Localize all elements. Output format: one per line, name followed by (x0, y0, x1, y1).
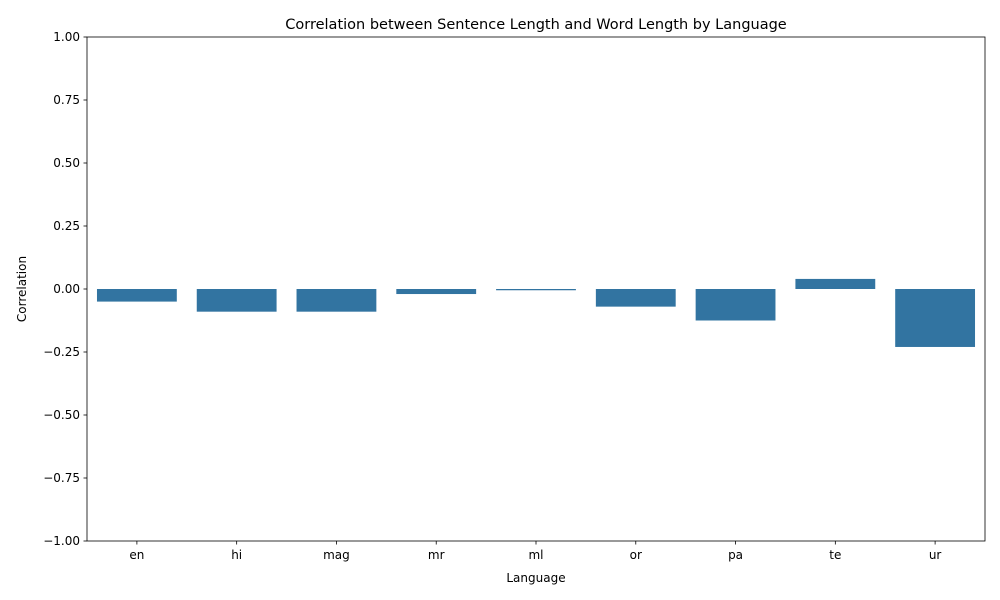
x-tick-label-mr: mr (428, 548, 445, 562)
x-tick-label-ur: ur (929, 548, 942, 562)
bars-group (96, 278, 976, 347)
x-tick-label-pa: pa (728, 548, 743, 562)
x-tick-label-te: te (829, 548, 841, 562)
x-tick-label-ml: ml (528, 548, 543, 562)
bar-ml (496, 289, 576, 291)
y-tick-label: −0.75 (43, 471, 80, 485)
bar-mr (396, 289, 477, 295)
y-tick-label: −0.50 (43, 408, 80, 422)
y-axis-ticks: −1.00 −0.75 −0.50 −0.25 0.00 0.25 0.50 0.75 1.00 (43, 30, 87, 548)
bar-mag (296, 289, 377, 312)
y-tick-label: 1.00 (53, 30, 80, 44)
x-tick-label-or: or (630, 548, 642, 562)
y-tick-label: 0.50 (53, 156, 80, 170)
bar-en (96, 289, 177, 302)
y-tick-label: 0.25 (53, 219, 80, 233)
plot-frame (86, 36, 986, 542)
y-tick-label: −1.00 (43, 534, 80, 548)
bar-hi (196, 289, 277, 312)
x-tick-label-mag: mag (323, 548, 350, 562)
y-tick-label: 0.75 (53, 93, 80, 107)
bar-ur (895, 289, 976, 347)
x-axis-label: Language (506, 571, 565, 585)
bar-or (595, 289, 676, 307)
y-tick-label: −0.25 (43, 345, 80, 359)
y-tick-label: 0.00 (53, 282, 80, 296)
chart-title: Correlation between Sentence Length and … (285, 17, 787, 33)
y-axis-label: Correlation (15, 256, 29, 322)
x-tick-label-hi: hi (231, 548, 242, 562)
bar-pa (695, 289, 776, 321)
x-axis-ticks: en hi mag mr ml or pa te ur (129, 541, 941, 562)
x-tick-label-en: en (129, 548, 144, 562)
bar-te (795, 278, 876, 289)
